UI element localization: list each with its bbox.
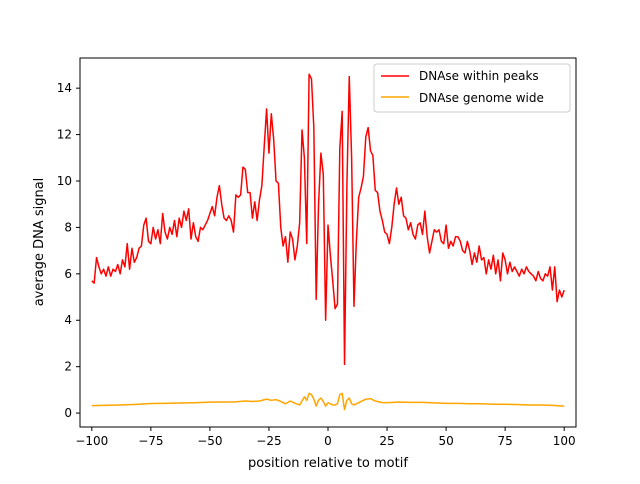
legend-label-peaks: DNAse within peaks <box>419 69 539 83</box>
y-tick-label: 4 <box>64 313 72 327</box>
y-axis-label: average DNA signal <box>32 178 47 307</box>
x-tick-label: −50 <box>197 434 222 448</box>
y-tick-label: 2 <box>64 360 72 374</box>
y-tick-label: 0 <box>64 406 72 420</box>
x-tick-label: 75 <box>498 434 513 448</box>
x-tick-label: 0 <box>324 434 332 448</box>
y-tick-label: 8 <box>64 220 72 234</box>
x-tick-label: 100 <box>553 434 576 448</box>
x-tick-label: −25 <box>256 434 281 448</box>
y-tick-label: 14 <box>57 81 72 95</box>
legend-box <box>373 63 571 113</box>
series-line-dnase-genome-wide <box>91 392 565 411</box>
x-axis-label: position relative to motif <box>248 456 408 471</box>
x-tick-label: 25 <box>379 434 394 448</box>
x-axis: −100 −75 −50 −25 0 25 50 75 100 <box>75 427 576 448</box>
legend: DNAse within peaks DNAse genome wide <box>373 63 571 113</box>
x-tick-label: −75 <box>138 434 163 448</box>
legend-label-genome: DNAse genome wide <box>419 91 544 105</box>
x-tick-label: 50 <box>438 434 453 448</box>
y-tick-label: 10 <box>57 174 72 188</box>
x-tick-label: −100 <box>75 434 108 448</box>
y-tick-label: 12 <box>57 128 72 142</box>
y-tick-label: 6 <box>64 267 72 281</box>
series-layer <box>91 73 565 411</box>
series-line-dnase-within-peaks <box>91 73 565 366</box>
y-axis: 0 2 4 6 8 10 12 14 <box>57 81 80 420</box>
